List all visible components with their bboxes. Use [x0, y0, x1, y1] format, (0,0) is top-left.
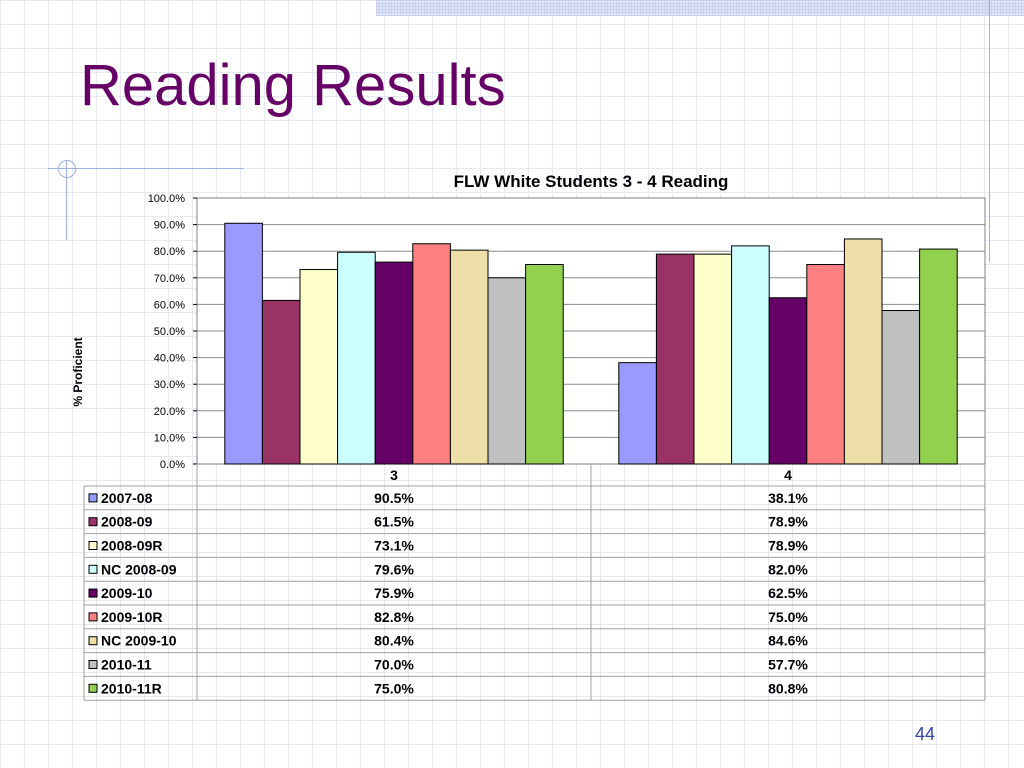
- slide-title: Reading Results: [80, 53, 506, 118]
- legend-swatch: [88, 493, 98, 503]
- y-tick-label: 80.0%: [154, 246, 185, 258]
- data-table: 3 4 2007-08 90.5% 38.1% 2008-09 61.5% 78.9% 2008…: [83, 464, 986, 701]
- legend-entry: 2010-11: [101, 657, 152, 673]
- table-value: 75.0%: [374, 680, 414, 696]
- y-tick-label: 40.0%: [154, 353, 185, 365]
- y-tick-label: 70.0%: [154, 273, 185, 285]
- y-tick-label: 100.0%: [148, 193, 186, 205]
- bar-2008-09-3: [261, 299, 301, 465]
- decorative-circle: [58, 160, 76, 178]
- bar-2010-11-4: [881, 310, 921, 465]
- table-value: 78.9%: [768, 514, 808, 530]
- bar-nc-2008-09-3: [337, 251, 376, 465]
- legend-entry: 2010-11R: [101, 680, 162, 696]
- page-number: 44: [914, 724, 936, 744]
- category-label: 4: [784, 467, 792, 483]
- table-value: 73.1%: [374, 538, 414, 554]
- legend-swatch: [88, 660, 98, 669]
- bar-nc-2009-10-4: [843, 238, 883, 465]
- table-value: 75.0%: [768, 609, 808, 625]
- bar-2008-09r-3: [299, 269, 339, 465]
- legend-swatch: [88, 636, 98, 646]
- table-value: 80.4%: [374, 633, 414, 649]
- legend-entry: 2009-10: [101, 585, 153, 601]
- table-value: 75.9%: [374, 585, 414, 601]
- bars: [224, 222, 958, 465]
- decorative-horizontal-line: [48, 168, 244, 169]
- bar-nc-2008-09-4: [731, 245, 770, 465]
- table-value: 70.0%: [374, 657, 414, 673]
- table-value: 84.6%: [768, 633, 808, 649]
- table-value: 61.5%: [374, 514, 414, 530]
- legend-swatch: [88, 564, 98, 574]
- table-value: 57.7%: [768, 657, 808, 673]
- y-tick-label: 60.0%: [154, 299, 185, 311]
- bar-2010-11r-4: [919, 248, 958, 465]
- legend-swatch: [88, 517, 98, 527]
- y-tick-label: 20.0%: [154, 406, 185, 418]
- decorative-short-vertical-line: [66, 160, 67, 240]
- table-value: 80.8%: [768, 680, 808, 696]
- y-tick-label: 30.0%: [154, 379, 185, 391]
- table-value: 38.1%: [768, 490, 808, 506]
- table-value: 90.5%: [374, 490, 414, 506]
- legend-swatch: [88, 541, 98, 550]
- decorative-vertical-line: [989, 0, 990, 262]
- legend-entry: 2007-08: [101, 490, 153, 506]
- bar-2009-10r-4: [806, 264, 845, 465]
- legend-swatch: [88, 588, 98, 598]
- legend-swatch: [88, 683, 98, 693]
- legend-swatch: [88, 612, 98, 622]
- legend-entry: 2008-09: [101, 514, 153, 530]
- bar-2007-08-3: [224, 222, 263, 465]
- table-value: 79.6%: [374, 561, 414, 577]
- bar-2010-11-3: [487, 277, 527, 465]
- chart-title: FLW White Students 3 - 4 Reading: [453, 172, 729, 191]
- y-tick-label: 0.0%: [160, 459, 185, 471]
- bar-nc-2009-10-3: [449, 249, 489, 465]
- bar-2008-09-4: [655, 253, 695, 465]
- bar-2008-09r-4: [693, 253, 733, 465]
- bar-2010-11r-3: [525, 264, 564, 465]
- bar-2009-10-3: [374, 261, 414, 465]
- y-axis-ticks: 0.0% 10.0% 20.0% 30.0% 40.0% 50.0% 60.0% 70.0% 8…: [148, 193, 197, 471]
- legend-entry: 2008-09R: [101, 538, 163, 554]
- legend-entry: 2009-10R: [101, 609, 163, 625]
- y-tick-label: 90.0%: [154, 220, 185, 232]
- y-axis-label: % Proficient: [71, 337, 85, 406]
- category-label: 3: [390, 467, 398, 483]
- bar-2007-08-4: [618, 362, 657, 465]
- table-value: 82.0%: [768, 561, 808, 577]
- legend-entry: NC 2008-09: [101, 561, 177, 577]
- legend-entry: NC 2009-10: [101, 633, 177, 649]
- bar-2009-10-4: [768, 297, 808, 465]
- y-tick-label: 50.0%: [154, 326, 185, 338]
- bar-2009-10r-3: [412, 243, 451, 465]
- table-value: 82.8%: [374, 609, 414, 625]
- y-tick-label: 10.0%: [154, 432, 185, 444]
- table-value: 62.5%: [768, 585, 808, 601]
- top-decorative-band: [376, 0, 1024, 16]
- table-value: 78.9%: [768, 538, 808, 554]
